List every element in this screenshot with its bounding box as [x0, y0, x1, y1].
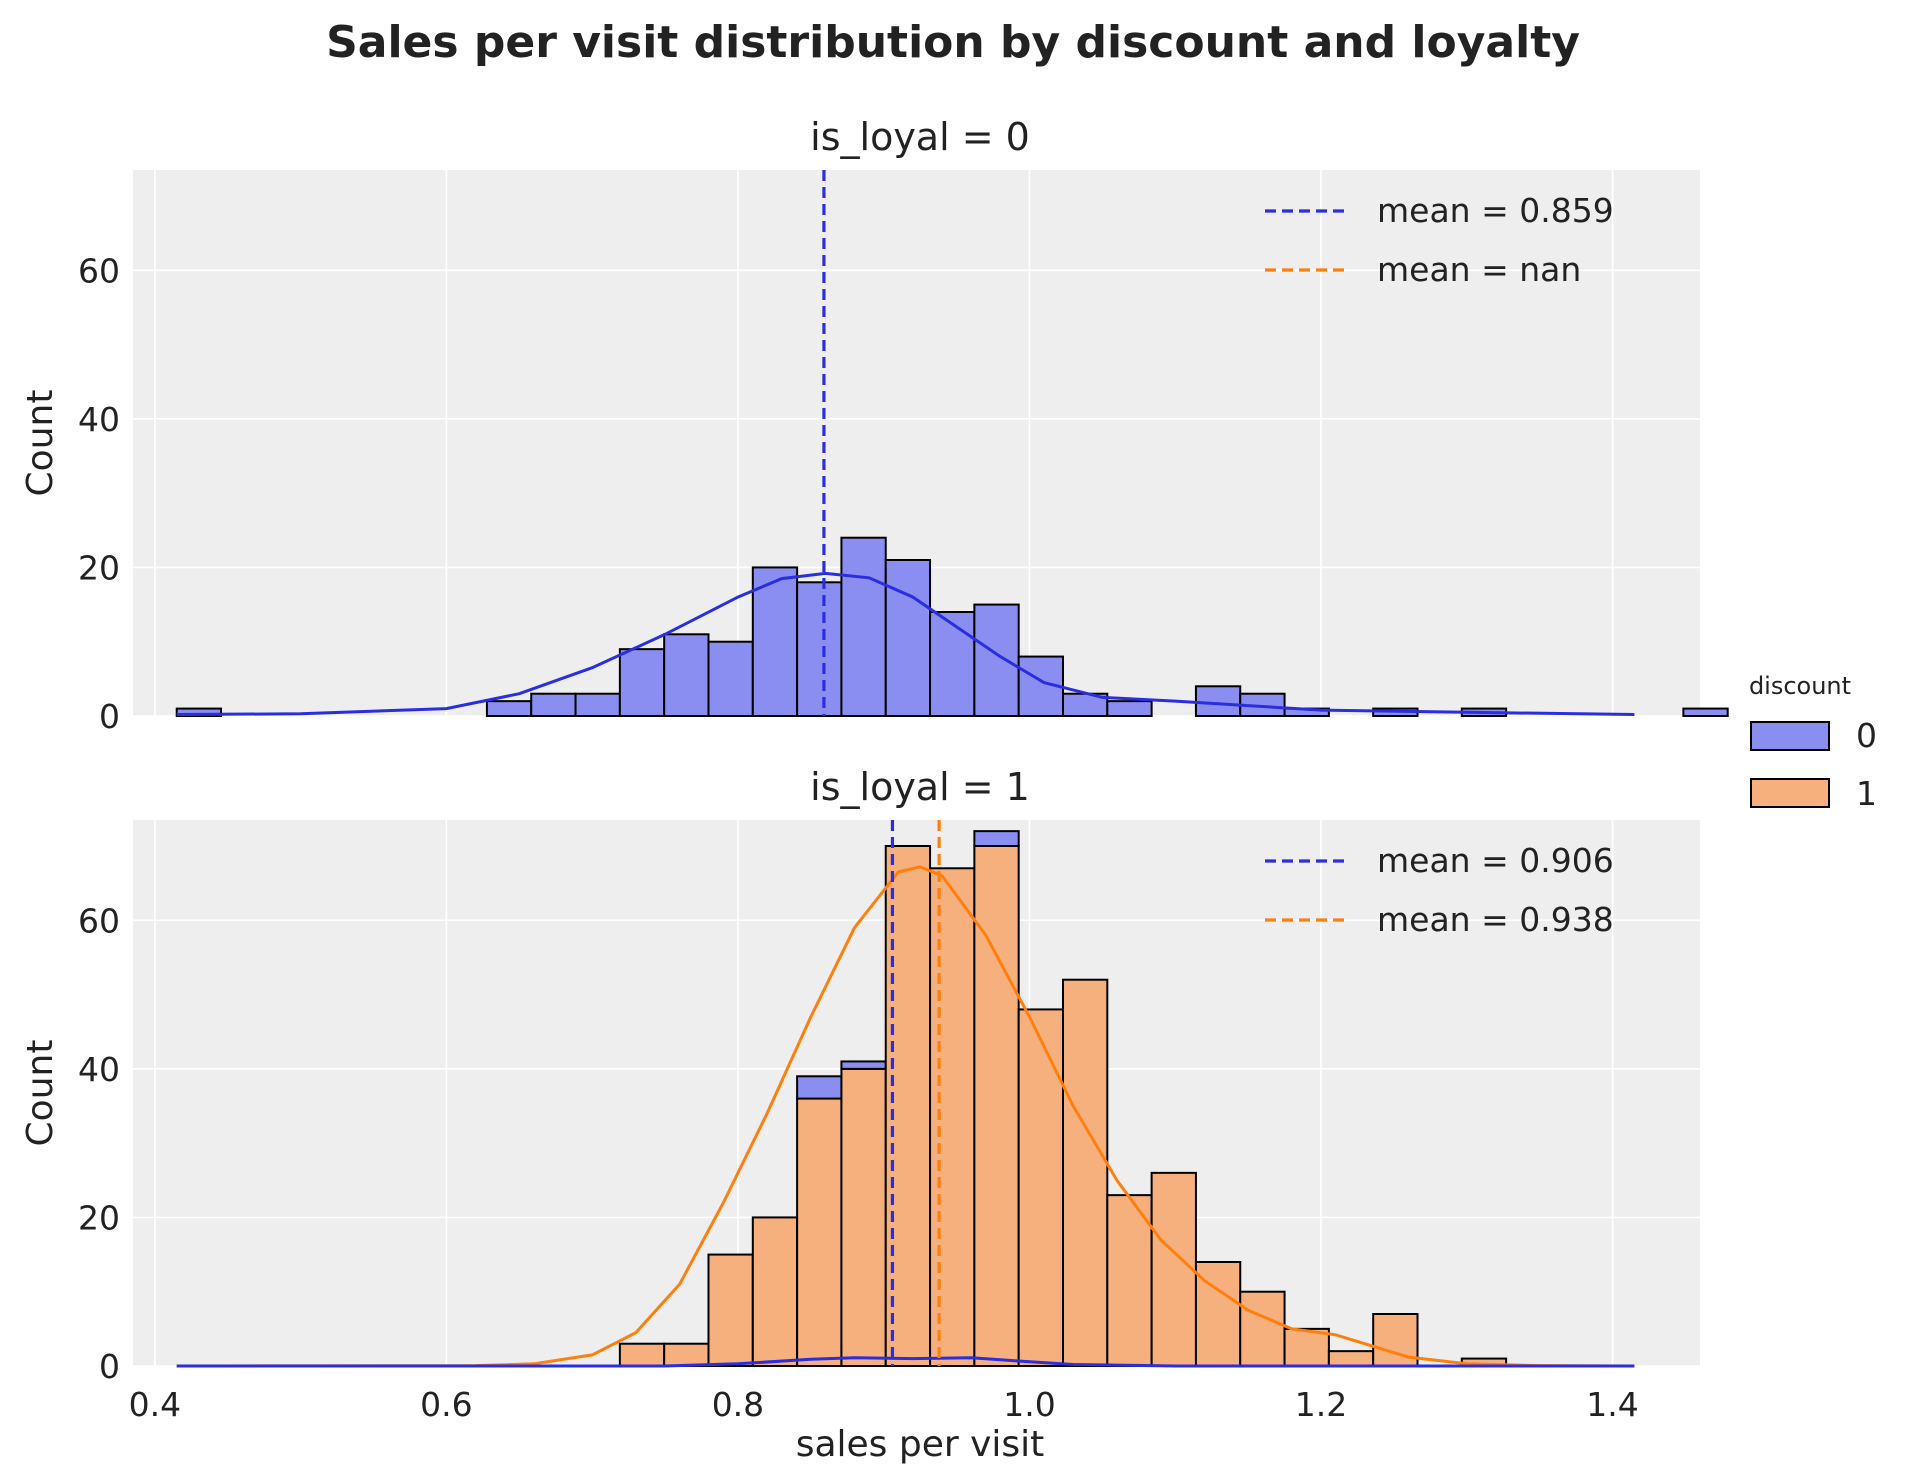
bar-discount-0: [796, 1075, 843, 1100]
bar-discount-0: [796, 581, 843, 717]
bar-discount-0: [618, 648, 666, 718]
bar-discount-0: [1194, 685, 1242, 717]
bar-discount-1: [796, 1097, 843, 1367]
legend-swatch-1: [1750, 778, 1830, 808]
bar-discount-0: [175, 707, 223, 717]
bar-discount-1: [1283, 1327, 1330, 1368]
bar-discount-1: [618, 1342, 666, 1367]
x-tick-label: 0.8: [712, 1385, 764, 1424]
mean-legend-label: mean = 0.859: [1377, 191, 1614, 230]
legend: discount 0 1: [1749, 672, 1877, 813]
bar-discount-1: [663, 1342, 710, 1367]
y-tick-label: 20: [78, 1198, 120, 1237]
y-axis-label: Count: [20, 1040, 61, 1147]
bar-discount-1: [929, 867, 976, 1367]
x-tick-label: 1.4: [1586, 1385, 1638, 1424]
bar-discount-1: [751, 1216, 799, 1368]
mean-legend-label: mean = nan: [1377, 250, 1581, 289]
bar-discount-1: [707, 1253, 754, 1367]
bar-discount-1: [973, 845, 1020, 1367]
x-tick-label: 0.6: [420, 1385, 472, 1424]
bar-discount-1: [1327, 1350, 1375, 1367]
y-tick-label: 40: [78, 1050, 120, 1089]
legend-label-0: 0: [1856, 716, 1877, 755]
panel-is-loyal-0: is_loyal = 0 mean = 0.859 mean = nan 0 20 40…: [20, 115, 1729, 736]
kde-line-discount-0: [176, 1356, 1635, 1368]
bar-discount-1: [1061, 978, 1109, 1367]
bar-discount-0: [973, 603, 1020, 717]
y-tick-label: 60: [78, 901, 120, 940]
bar-discount-1: [1017, 1008, 1064, 1368]
x-tick-label: 0.4: [129, 1385, 181, 1424]
bar-discount-0: [1682, 707, 1729, 717]
bar-discount-0: [840, 536, 887, 718]
chart-title: Sales per visit distribution by discount…: [326, 17, 1580, 68]
bar-discount-0: [929, 611, 976, 717]
bar-discount-0: [1106, 700, 1153, 718]
x-axis-label: sales per visit: [796, 1424, 1045, 1465]
bar-discount-0: [884, 559, 932, 717]
bar-discount-0: [663, 633, 710, 717]
y-tick-label: 0: [99, 1347, 120, 1386]
panel-is-loyal-1: is_loyal = 1 mean = 0.906 mean = 0.938 0 20…: [20, 765, 1700, 1424]
y-tick-label: 60: [78, 251, 120, 290]
bar-discount-0: [840, 1060, 887, 1070]
kde-line-discount-0: [176, 571, 1635, 716]
legend-title: discount: [1749, 672, 1851, 700]
bar-discount-1: [1150, 1171, 1197, 1368]
bar-discount-1: [1239, 1290, 1286, 1367]
kde-line-discount-1: [176, 865, 1635, 1368]
panel-title: is_loyal = 0: [810, 115, 1030, 159]
mean-legend-label: mean = 0.938: [1377, 900, 1614, 939]
bar-discount-0: [574, 692, 621, 718]
legend-label-1: 1: [1856, 774, 1877, 813]
bar-discount-0: [973, 830, 1020, 848]
panel-title: is_loyal = 1: [810, 765, 1030, 809]
bar-discount-1: [840, 1067, 887, 1368]
y-axis-label: Count: [20, 390, 61, 497]
y-tick-label: 0: [99, 697, 120, 736]
mean-legend-label: mean = 0.906: [1377, 841, 1614, 880]
bar-discount-0: [707, 640, 754, 718]
bar-discount-0: [751, 566, 799, 718]
bar-discount-0: [530, 692, 577, 718]
y-tick-label: 20: [78, 548, 120, 587]
x-tick-label: 1.2: [1295, 1385, 1347, 1424]
legend-swatch-0: [1750, 721, 1830, 751]
x-tick-label: 1.0: [1003, 1385, 1055, 1424]
y-tick-label: 40: [78, 400, 120, 439]
bar-discount-0: [485, 700, 533, 718]
